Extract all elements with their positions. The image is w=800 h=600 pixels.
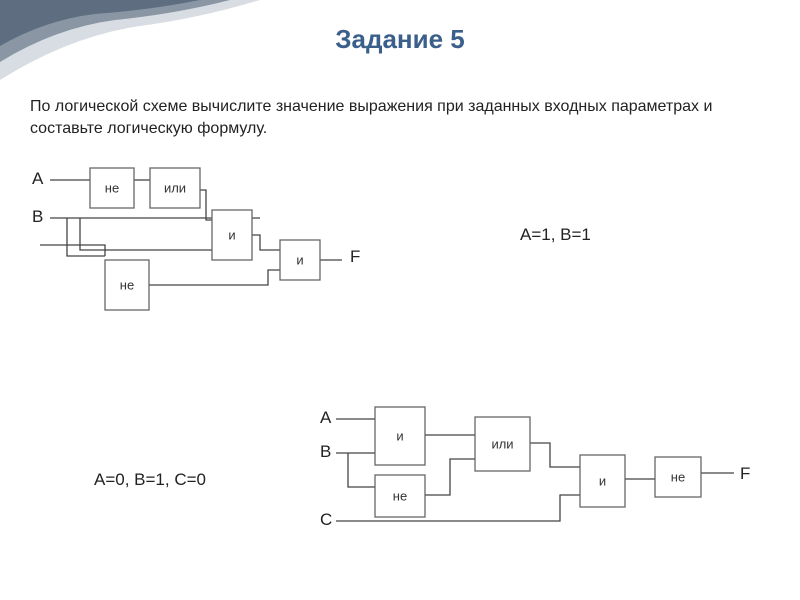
wire bbox=[425, 459, 475, 495]
io-label-A: A bbox=[320, 408, 332, 427]
wire bbox=[336, 495, 580, 521]
wire bbox=[200, 190, 212, 220]
wire bbox=[252, 235, 280, 250]
wire bbox=[530, 443, 580, 467]
diagram2-parameters: A=0, B=1, C=0 bbox=[94, 470, 206, 490]
gate-label-not1: не bbox=[393, 488, 407, 503]
io-label-F: F bbox=[740, 464, 750, 483]
wire bbox=[149, 270, 280, 285]
io-label-F: F bbox=[350, 247, 360, 266]
page-title: Задание 5 bbox=[0, 24, 800, 55]
gate-label-not2: не bbox=[671, 469, 685, 484]
logic-diagram-2: и не или и не AB C F bbox=[300, 395, 770, 565]
io-label-C: C bbox=[320, 510, 332, 529]
task-description: По логической схеме вычислите значение в… bbox=[30, 96, 770, 139]
gate-label-or1: или bbox=[491, 436, 513, 451]
gate-label-and2: и bbox=[599, 473, 606, 488]
wire bbox=[348, 453, 375, 487]
diagram1-parameters: A=1, B=1 bbox=[520, 225, 591, 245]
io-label-B: B bbox=[320, 442, 331, 461]
gate-label-not2: не bbox=[120, 277, 134, 292]
logic-diagram-1: не или не и и AB F bbox=[20, 150, 440, 340]
gate-label-and1: и bbox=[228, 227, 235, 242]
gate-label-and1: и bbox=[396, 428, 403, 443]
gate-label-and2: и bbox=[296, 252, 303, 267]
io-label-B: B bbox=[32, 207, 43, 226]
io-label-A: A bbox=[32, 169, 44, 188]
gate-label-or1: или bbox=[164, 180, 186, 195]
gate-label-not1: не bbox=[105, 180, 119, 195]
